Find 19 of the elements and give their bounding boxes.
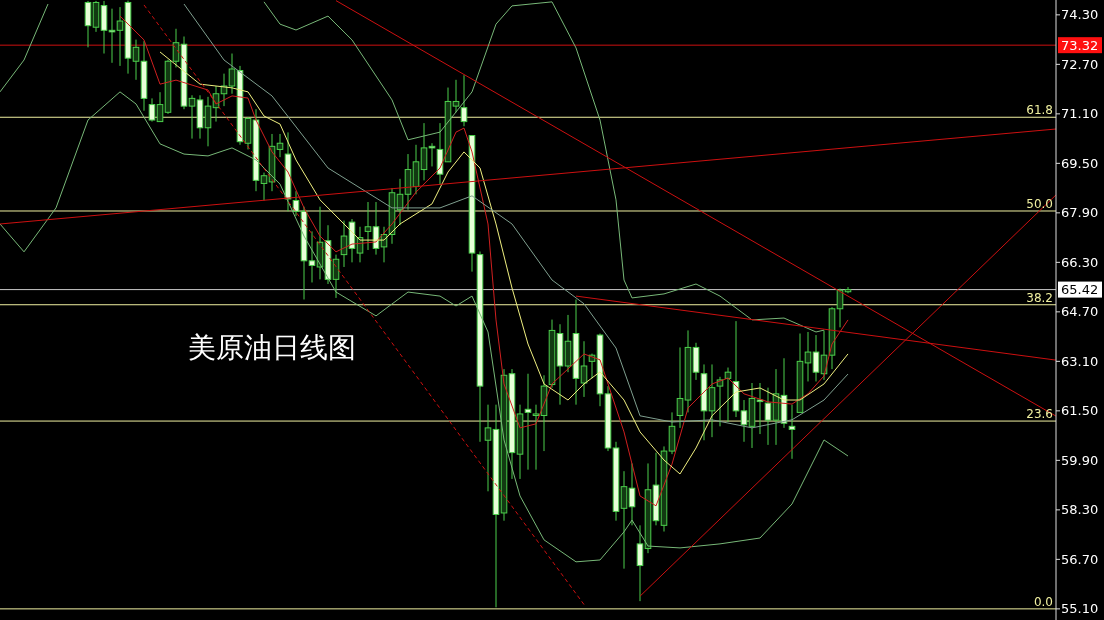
y-tick-label: 72.70 [1061,56,1099,72]
y-tick-label: 74.30 [1061,7,1099,23]
y-tick-label: 64.70 [1061,304,1099,320]
y-tick-label: 69.50 [1061,155,1099,171]
y-tick-label: 58.30 [1061,502,1099,518]
annotation: 50.0 [1026,197,1053,211]
title: 美原油日线图 [188,331,356,364]
y-tick-label: 55.10 [1061,601,1099,617]
annotation: 61.8 [1026,103,1053,118]
annotation: 38.2 [1026,290,1053,305]
y-tick-label: 61.50 [1061,403,1099,419]
y-tick-label: 63.10 [1061,353,1099,369]
annotation: 23.6 [1026,407,1053,422]
annotation: 0.0 [1033,594,1053,609]
y-tick-label: 66.30 [1061,254,1099,270]
y-tick-label: 71.10 [1061,106,1099,122]
y-tick-label: 56.70 [1061,551,1099,567]
y-tick-label: 59.90 [1061,452,1099,468]
y-tick-label: 67.90 [1061,205,1099,221]
